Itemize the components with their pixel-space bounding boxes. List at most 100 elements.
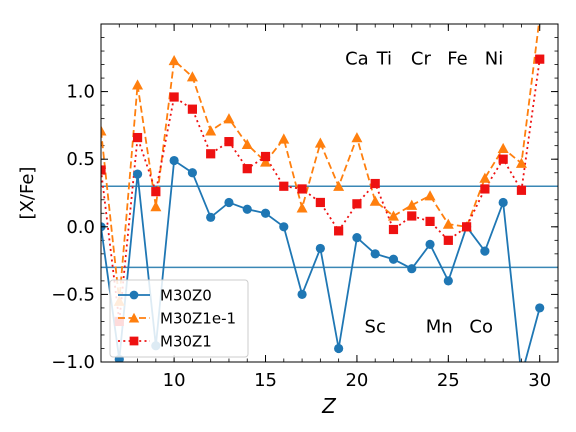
data-point-m30z1e-1-z24 xyxy=(424,190,436,201)
x-tick-label: 25 xyxy=(437,370,460,391)
data-point-m30z0-z15 xyxy=(260,208,271,218)
data-point-m30z0-z21 xyxy=(370,249,380,259)
annotation-fe: Fe xyxy=(447,49,467,70)
x-tick-label: 20 xyxy=(345,370,368,391)
data-point-m30z1e-1-z16 xyxy=(278,133,290,144)
y-tick-label: 0.0 xyxy=(66,217,95,238)
data-point-m30z1-z14 xyxy=(242,164,252,174)
annotation-sc: Sc xyxy=(365,316,386,337)
annotation-ti: Ti xyxy=(376,49,392,70)
plot-frame xyxy=(100,23,559,363)
data-point-m30z0-z27 xyxy=(480,246,490,256)
data-point-m30z1-z10 xyxy=(169,92,179,102)
data-point-m30z1-z22 xyxy=(388,224,399,235)
annotation-co: Co xyxy=(469,316,493,337)
data-point-m30z1e-1-z6 xyxy=(101,125,107,136)
y-tick-label: −0.5 xyxy=(51,284,95,305)
data-point-m30z1-z17 xyxy=(297,184,307,194)
y-tick-label: −1.0 xyxy=(51,352,95,373)
data-point-m30z1e-1-z25 xyxy=(442,218,454,229)
data-point-m30z0-z11 xyxy=(187,168,197,178)
data-point-m30z0-z14 xyxy=(242,204,252,214)
annotation-mn: Mn xyxy=(426,316,453,337)
data-point-m30z1-z21 xyxy=(370,178,380,189)
data-point-m30z0-z20 xyxy=(352,233,362,243)
data-point-m30z1-z24 xyxy=(425,216,435,226)
series-line-m30z1e-1 xyxy=(101,24,540,302)
x-tick-label: 15 xyxy=(254,370,277,391)
data-point-m30z1e-1-z17 xyxy=(296,202,308,213)
data-point-m30z1e-1-z11 xyxy=(186,71,198,82)
data-point-m30z1e-1-z23 xyxy=(406,199,418,210)
legend-marker-m30z1e-1 xyxy=(128,312,140,323)
data-point-m30z1e-1-z28 xyxy=(497,142,509,154)
data-point-m30z1-z11 xyxy=(187,104,197,114)
x-tick-label: 10 xyxy=(163,370,186,391)
legend-marker-m30z1 xyxy=(129,336,139,346)
legend-label-m30z1e-1: M30Z1e-1 xyxy=(160,310,236,328)
data-point-m30z1e-1-z27 xyxy=(479,172,491,183)
data-point-m30z0-z18 xyxy=(315,243,325,254)
data-point-m30z1-z30 xyxy=(535,54,545,64)
data-point-m30z1-z18 xyxy=(315,197,325,208)
data-point-m30z0-z30 xyxy=(535,303,545,313)
data-point-m30z1-z15 xyxy=(260,151,271,162)
data-point-m30z1-z29 xyxy=(516,185,527,195)
axes: 10 15 20 25 30 −1.0 −0.5 0.0 0.5 1.0 xyxy=(51,23,559,391)
data-point-m30z1-z28 xyxy=(498,154,508,164)
y-tick-label: 0.5 xyxy=(66,149,95,170)
data-point-m30z1e-1-z14 xyxy=(241,138,253,150)
data-point-m30z0-z10 xyxy=(169,155,179,166)
data-point-m30z1-z8 xyxy=(132,132,143,143)
data-point-m30z1-z12 xyxy=(206,149,216,159)
data-point-m30z1e-1-z10 xyxy=(168,55,180,66)
data-point-m30z0-z24 xyxy=(425,239,435,249)
annotation-ca: Ca xyxy=(345,49,369,70)
data-point-m30z1-z25 xyxy=(443,235,453,245)
data-point-m30z0-z16 xyxy=(279,222,289,232)
data-point-m30z1-z20 xyxy=(352,199,362,209)
data-point-m30z1-z6 xyxy=(101,165,106,175)
data-point-m30z1-z23 xyxy=(407,211,417,221)
data-point-m30z1e-1-z18 xyxy=(314,137,326,148)
annotation-cr: Cr xyxy=(411,49,432,70)
data-point-m30z1e-1-z20 xyxy=(351,132,363,143)
data-point-m30z1e-1-z21 xyxy=(369,195,381,206)
annotation-ni: Ni xyxy=(485,49,503,70)
legend-box xyxy=(109,279,249,358)
data-point-m30z1-z13 xyxy=(224,137,234,147)
data-point-m30z1e-1-z29 xyxy=(515,157,527,168)
legend-label-m30z1: M30Z1 xyxy=(160,333,212,351)
data-point-m30z1-z19 xyxy=(334,226,344,236)
data-point-m30z1e-1-z15 xyxy=(260,156,272,167)
data-point-m30z1e-1-z12 xyxy=(205,125,217,136)
data-point-m30z1-z26 xyxy=(462,222,472,232)
data-point-m30z0-z19 xyxy=(334,343,344,354)
y-tick-label: 1.0 xyxy=(66,82,95,103)
data-point-m30z0-z28 xyxy=(498,197,508,208)
data-point-m30z0-z12 xyxy=(206,212,216,222)
data-point-m30z1e-1-z8 xyxy=(132,79,144,90)
x-axis-label: Z xyxy=(321,394,337,418)
data-point-m30z0-z22 xyxy=(388,254,399,264)
data-point-m30z1-z16 xyxy=(279,181,289,191)
data-point-m30z0-z23 xyxy=(407,264,417,274)
element-annotations: Ca Ti Cr Fe Ni Sc Mn Co xyxy=(345,49,503,338)
data-point-m30z0-z17 xyxy=(297,289,307,299)
data-point-m30z1e-1-z30 xyxy=(534,12,545,22)
legend-marker-m30z0 xyxy=(129,290,139,300)
legend-label-m30z0: M30Z0 xyxy=(160,287,212,305)
legend: M30Z0 M30Z1e-1 M30Z1 xyxy=(109,279,249,358)
data-point-m30z1e-1-z22 xyxy=(387,210,399,221)
data-point-m30z1-z27 xyxy=(480,184,490,194)
y-axis-label: [X/Fe] xyxy=(17,167,38,220)
data-point-m30z1e-1-z13 xyxy=(223,113,235,124)
data-point-m30z1e-1-z19 xyxy=(333,180,345,191)
data-point-m30z0-z29 xyxy=(517,371,526,380)
data-point-m30z0-z8 xyxy=(132,169,143,179)
data-point-m30z0-z13 xyxy=(224,197,234,208)
data-point-m30z1-z9 xyxy=(151,187,161,197)
x-tick-label: 30 xyxy=(528,370,551,391)
data-point-m30z0-z25 xyxy=(443,276,453,286)
